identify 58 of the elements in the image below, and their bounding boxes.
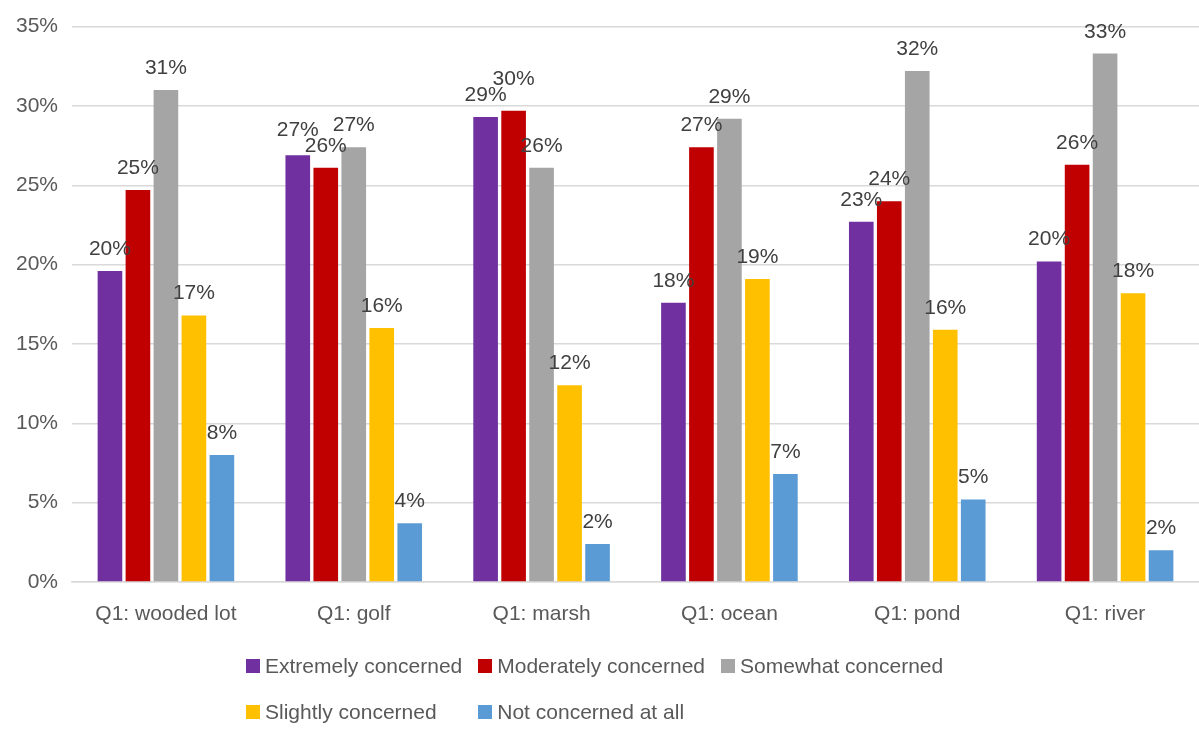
bar (932, 329, 958, 582)
bar (661, 302, 686, 582)
legend-label: Somewhat concerned (740, 654, 944, 678)
bar (960, 499, 986, 582)
data-label: 16% (360, 293, 403, 317)
y-tick-label: 15% (15, 330, 58, 354)
bar (473, 117, 498, 582)
data-label: 16% (924, 294, 967, 318)
bar (557, 385, 582, 582)
x-tick-label: Q1: marsh (492, 601, 591, 625)
y-tick-label: 5% (27, 489, 58, 513)
y-tick-label: 20% (15, 251, 58, 275)
x-tick-label: Q1: golf (316, 601, 391, 625)
bar (181, 315, 207, 582)
x-tick-label: Q1: ocean (680, 601, 778, 625)
bar (397, 523, 423, 582)
data-label: 29% (708, 83, 751, 107)
y-tick-label: 0% (27, 568, 58, 592)
data-label: 32% (896, 36, 939, 60)
data-label: 5% (958, 464, 989, 488)
data-label: 7% (770, 439, 801, 463)
data-label: 26% (1056, 129, 1099, 153)
data-label: 33% (1084, 18, 1127, 42)
y-tick-label: 25% (15, 172, 58, 196)
bar (313, 167, 339, 582)
data-label: 27% (680, 112, 723, 136)
x-tick-label: Q1: river (1064, 601, 1146, 625)
data-label: 2% (1145, 515, 1177, 539)
data-label: 8% (206, 420, 238, 444)
y-tick-label: 30% (15, 92, 58, 116)
bar (1120, 293, 1146, 582)
y-tick-label: 10% (15, 410, 58, 434)
data-label: 4% (394, 488, 425, 512)
data-label: 31% (144, 55, 187, 79)
legend-label: Moderately concerned (497, 654, 706, 678)
data-label: 27% (332, 112, 375, 136)
bar (285, 155, 311, 582)
data-label: 25% (116, 155, 159, 179)
x-tick-label: Q1: pond (874, 601, 961, 625)
data-label: 18% (1112, 258, 1155, 282)
x-tick-label: Q1: wooded lot (95, 601, 237, 625)
data-label: 2% (582, 508, 613, 532)
bar (1148, 550, 1174, 582)
legend-label: Not concerned at all (497, 700, 685, 724)
legend-label: Extremely concerned (265, 654, 463, 678)
bar (209, 455, 235, 582)
bar (745, 278, 770, 582)
bar (773, 474, 798, 582)
bar (585, 543, 610, 582)
bar (848, 221, 874, 582)
bar (97, 270, 123, 582)
legend-label: Slightly concerned (265, 700, 437, 724)
data-label: 12% (548, 350, 591, 374)
data-label: 17% (172, 280, 215, 304)
bar (369, 328, 395, 582)
bar (1036, 261, 1062, 582)
data-label: 19% (736, 243, 779, 267)
y-tick-label: 35% (15, 13, 58, 37)
